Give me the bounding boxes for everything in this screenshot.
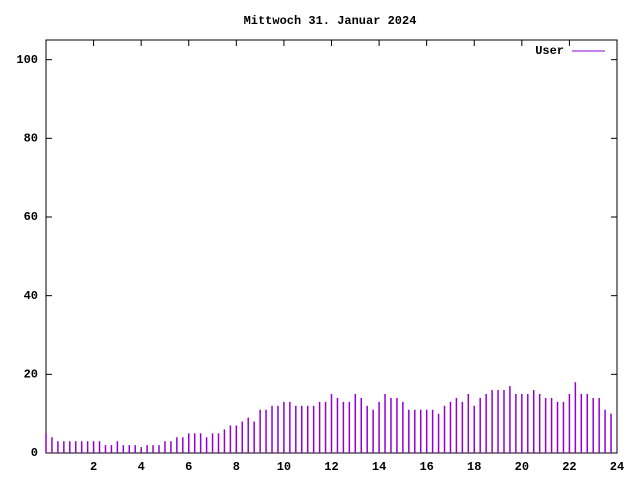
y-tick-label: 80 <box>24 132 38 146</box>
legend-label: User <box>535 44 564 58</box>
y-tick-label: 0 <box>31 446 38 460</box>
x-tick-label: 22 <box>562 460 576 474</box>
y-tick-label: 40 <box>24 289 38 303</box>
x-tick-label: 2 <box>90 460 97 474</box>
x-tick-label: 12 <box>324 460 338 474</box>
x-tick-label: 24 <box>610 460 624 474</box>
x-tick-label: 6 <box>185 460 192 474</box>
x-tick-label: 4 <box>138 460 145 474</box>
x-tick-label: 8 <box>233 460 240 474</box>
x-tick-label: 10 <box>277 460 291 474</box>
x-tick-label: 14 <box>372 460 386 474</box>
y-tick-label: 60 <box>24 210 38 224</box>
x-tick-label: 18 <box>467 460 481 474</box>
y-tick-label: 20 <box>24 368 38 382</box>
y-tick-label: 100 <box>16 53 38 67</box>
plot-border <box>45 39 618 454</box>
x-tick-label: 16 <box>419 460 433 474</box>
x-tick-label: 20 <box>515 460 529 474</box>
chart-title: Mittwoch 31. Januar 2024 <box>244 14 417 28</box>
